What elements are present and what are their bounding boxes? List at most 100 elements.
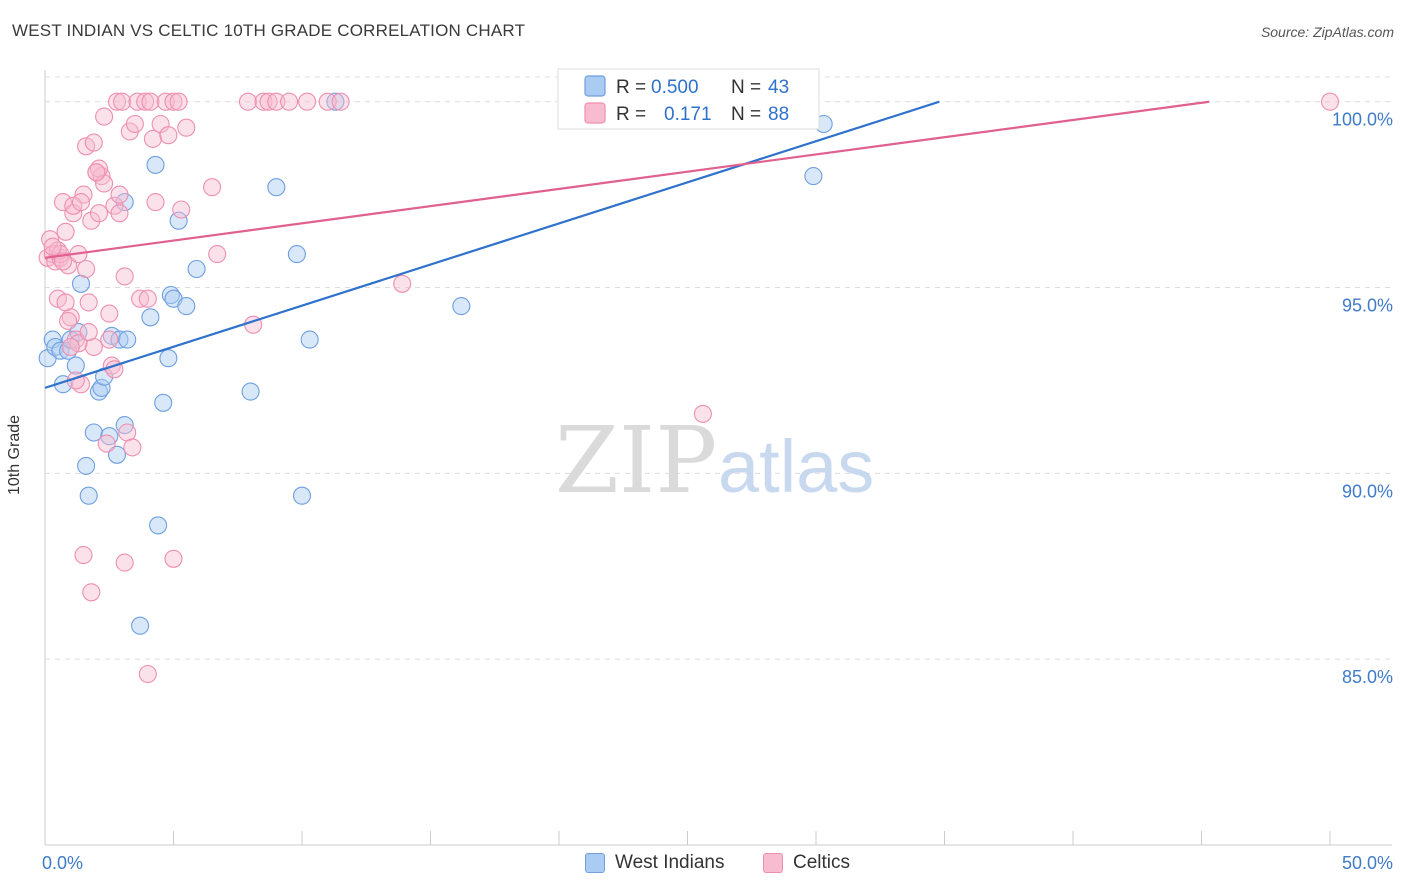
celtics-point: [74, 185, 93, 204]
west-indians-swatch: [585, 853, 605, 873]
celtics-point: [172, 200, 191, 219]
west-indians-point: [141, 308, 160, 327]
celtics-point: [280, 92, 299, 111]
celtics-point: [56, 222, 75, 241]
celtics-point: [95, 107, 114, 126]
celtics-point: [138, 289, 157, 308]
legend-item-west-indians[interactable]: West Indians: [585, 852, 724, 874]
y-tick-label: 95.0%: [1342, 296, 1393, 316]
celtics-point: [131, 289, 150, 308]
celtics-point: [259, 92, 278, 111]
legend-label-west-indians: West Indians: [615, 852, 725, 873]
source-label: Source: ZipAtlas.com: [1260, 24, 1394, 40]
celtics-point: [100, 330, 119, 349]
celtics-point: [87, 163, 106, 182]
watermark: ZIP atlas: [555, 407, 874, 514]
west-indians-point: [287, 245, 306, 264]
west-indians-point: [107, 445, 127, 464]
celtics-point: [53, 252, 73, 271]
celtics-point: [143, 129, 162, 148]
legend-label-celtics: Celtics: [793, 852, 851, 873]
celtics-point: [146, 193, 165, 212]
legend-swatch-west-indians: [584, 75, 606, 97]
west-indians-point: [326, 92, 345, 111]
celtics-point: [113, 92, 132, 111]
celtics-point: [53, 193, 73, 212]
west-indians-point: [115, 416, 134, 435]
tick-labels: 85.0% 90.0% 95.0% 100.0% 0.0% 50.0%: [42, 110, 1393, 873]
west-indians-point: [241, 382, 260, 401]
legend-n-value-2: 88: [768, 104, 789, 125]
west-indians-point: [110, 330, 129, 349]
celtics-point: [84, 133, 103, 152]
celtics-point: [43, 237, 62, 256]
west-indians-point: [169, 211, 188, 230]
celtics-point: [254, 92, 273, 111]
celtics-point: [71, 193, 91, 212]
west-indians-point: [804, 167, 823, 186]
legend-item-celtics[interactable]: Celtics: [763, 852, 850, 874]
x-tick-label-max: 50.0%: [1342, 853, 1393, 873]
west-indians-point: [187, 259, 206, 279]
celtics-point: [115, 267, 134, 286]
celtics-point: [79, 323, 98, 342]
west-indians-point: [149, 516, 168, 535]
celtics-point: [393, 274, 412, 293]
legend-r-label-2: R =: [616, 104, 646, 125]
celtics-point: [123, 438, 142, 457]
celtics-point: [208, 245, 227, 264]
west-indians-point: [300, 330, 319, 349]
legend-r-label-1: R =: [616, 77, 646, 98]
celtics-point: [100, 304, 119, 323]
celtics-point: [61, 337, 80, 357]
west-indians-point: [292, 486, 312, 505]
west-indians-point: [92, 378, 111, 397]
celtics-point: [59, 311, 78, 331]
legend-swatch-celtics: [584, 102, 606, 124]
celtics-point: [164, 92, 183, 111]
celtics-point: [79, 293, 98, 312]
grid-lines: [45, 76, 1392, 660]
west-indians-point: [177, 297, 196, 316]
celtics-point: [56, 293, 75, 312]
celtics-point: [82, 583, 101, 602]
west-indians-point: [79, 486, 98, 505]
watermark-atlas: atlas: [718, 425, 874, 508]
chart-title: WEST INDIAN VS CELTIC 10TH GRADE CORRELA…: [12, 21, 526, 40]
celtics-point: [110, 185, 129, 204]
west-indians-point: [452, 297, 471, 316]
celtics-point: [203, 178, 222, 197]
celtics-point: [177, 118, 196, 137]
watermark-zip: ZIP: [555, 407, 717, 514]
celtics-point: [128, 92, 147, 111]
celtics-point: [77, 259, 96, 279]
west-indians-point: [118, 330, 137, 349]
celtics-point: [125, 114, 144, 134]
celtics-point: [110, 204, 129, 223]
west-indians-trend-line: [44, 100, 940, 389]
celtics-point: [141, 92, 160, 111]
celtics-swatch: [763, 853, 783, 873]
celtics-point: [1320, 92, 1340, 111]
legend-n-label-2: N =: [731, 104, 761, 125]
celtics-point: [107, 92, 127, 111]
stats-legend: R = 0.500 N = 43 R = 0.171 N = 88: [557, 68, 820, 130]
celtics-point: [97, 434, 116, 453]
legend-n-value-1: 43: [768, 77, 789, 98]
y-tick-label: 100.0%: [1332, 110, 1393, 130]
celtics-point: [298, 92, 317, 111]
celtics-point: [169, 92, 188, 111]
celtics-point: [82, 211, 101, 230]
y-tick-label: 85.0%: [1342, 667, 1393, 687]
west-indians-point: [77, 456, 96, 475]
bottom-legend: West Indians Celtics: [0, 852, 1406, 876]
trend-lines: [44, 100, 1210, 389]
celtics-point: [331, 92, 350, 111]
legend-r-value-1: 0.500: [651, 77, 699, 98]
celtics-point: [89, 204, 109, 223]
celtics-point: [318, 92, 337, 111]
west-indians-point: [84, 423, 103, 442]
x-tick-label-min: 0.0%: [42, 853, 83, 873]
celtics-point: [136, 92, 155, 111]
